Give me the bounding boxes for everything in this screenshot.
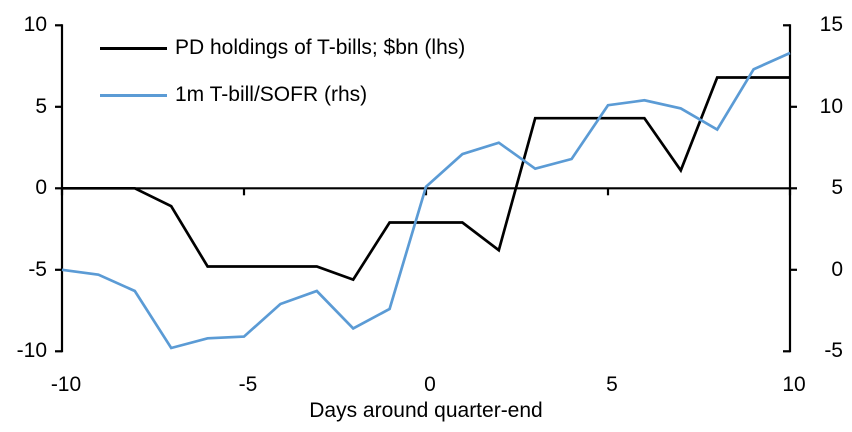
legend-line-sample-black	[100, 47, 167, 50]
x-axis-tick-label: 10	[782, 373, 806, 396]
right-axis-tick-label: -5	[824, 339, 843, 363]
x-axis-tick-label: 0	[424, 373, 436, 396]
right-axis-tick-label: 5	[831, 176, 843, 200]
x-axis-tick-label: -10	[50, 373, 82, 396]
left-axis-tick-label: 5	[35, 94, 47, 118]
left-axis-tick-label: -5	[28, 257, 47, 281]
left-axis-tick-label: 0	[35, 176, 47, 200]
legend-line-sample-blue	[100, 94, 167, 97]
legend-label-pd-holdings: PD holdings of T-bills; $bn (lhs)	[175, 36, 466, 59]
left-axis-tick-label: -10	[16, 339, 47, 363]
series-line-black	[62, 76, 790, 282]
x-axis-tick-label: 5	[606, 373, 618, 396]
right-axis-tick-label: 15	[819, 13, 843, 37]
x-axis-title: Days around quarter-end	[309, 399, 543, 422]
left-axis-tick-label: 10	[23, 13, 47, 37]
x-axis-tick-label: -5	[238, 373, 258, 396]
right-axis-tick-label: 10	[819, 94, 843, 118]
right-axis-tick-label: 0	[831, 257, 843, 281]
legend-label-tbill-sofr: 1m T-bill/SOFR (rhs)	[175, 83, 368, 106]
series-line-blue	[61, 51, 791, 350]
